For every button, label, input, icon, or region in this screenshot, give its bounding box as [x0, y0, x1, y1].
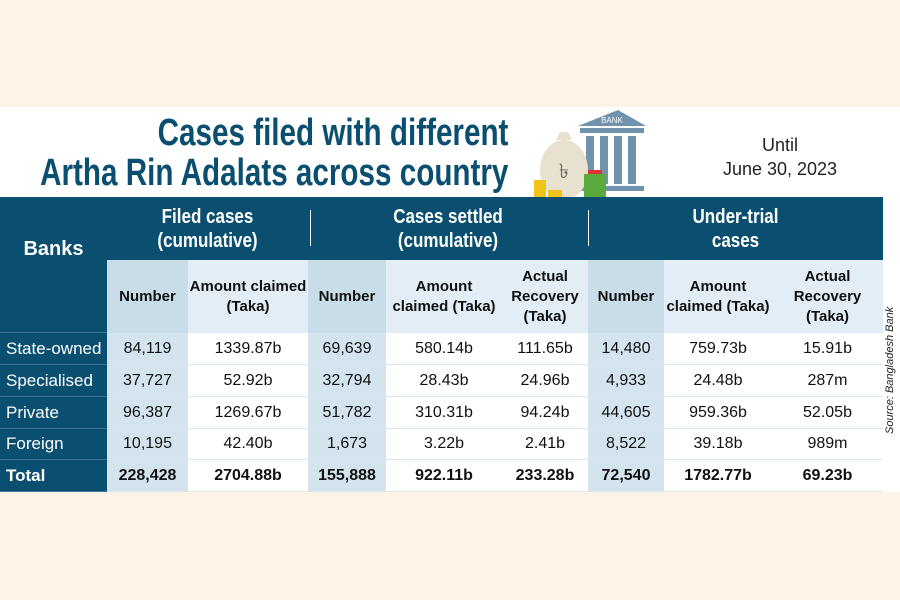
table-cell: 69,639 — [308, 333, 386, 365]
table-cell: 155,888 — [308, 460, 386, 492]
table-cell: 233.28b — [502, 460, 588, 492]
table-cell: 15.91b — [772, 333, 883, 365]
column-header: Number — [308, 260, 386, 333]
row-bank-label: State-owned — [0, 333, 107, 365]
group-cases-settled: Cases settled (cumulative) — [393, 206, 503, 252]
row-bank-label: Private — [0, 397, 107, 429]
table-cell: 287m — [772, 365, 883, 397]
column-header: Actual Recovery (Taka) — [502, 260, 588, 333]
source-note: Source: Bangladesh Bank — [884, 306, 896, 434]
table-cell: 72,540 — [588, 460, 664, 492]
table-cell: 1339.87b — [188, 333, 308, 365]
banks-header: Banks — [0, 197, 107, 333]
table-cell: 14,480 — [588, 333, 664, 365]
table-cell: 39.18b — [664, 429, 772, 460]
column-header: Amount claimed (Taka) — [188, 260, 308, 333]
table-cell: 28.43b — [386, 365, 502, 397]
column-header: Amount claimed (Taka) — [386, 260, 502, 333]
row-bank-label: Total — [0, 460, 107, 492]
table-cell: 1782.77b — [664, 460, 772, 492]
until-label: Until — [761, 135, 798, 155]
header-divider — [310, 210, 311, 246]
table-cell: 37,727 — [107, 365, 188, 397]
table-cell: 580.14b — [386, 333, 502, 365]
table-cell: 84,119 — [107, 333, 188, 365]
table-cell: 759.73b — [664, 333, 772, 365]
table-cell: 228,428 — [107, 460, 188, 492]
table-cell: 96,387 — [107, 397, 188, 429]
table-cell: 959.36b — [664, 397, 772, 429]
table-cell: 1,673 — [308, 429, 386, 460]
table-cell: 44,605 — [588, 397, 664, 429]
svg-text:৳: ৳ — [559, 161, 569, 183]
row-bank-label: Specialised — [0, 365, 107, 397]
table-cell: 24.48b — [664, 365, 772, 397]
table-cell: 2.41b — [502, 429, 588, 460]
column-header: Number — [107, 260, 188, 333]
column-header: Actual Recovery (Taka) — [772, 260, 883, 333]
table-header — [0, 197, 883, 260]
row-bank-label: Foreign — [0, 429, 107, 460]
header-divider — [588, 210, 589, 246]
column-header: Amount claimed (Taka) — [664, 260, 772, 333]
table-cell: 24.96b — [502, 365, 588, 397]
group-under-trial: Under-trial cases — [692, 206, 779, 252]
table-cell: 51,782 — [308, 397, 386, 429]
bank-money-illustration-icon: BANK ৳ — [534, 110, 646, 204]
date-note: Until June 30, 2023 — [700, 133, 860, 181]
svg-text:BANK: BANK — [601, 116, 623, 125]
title-line-2: Artha Rin Adalats across country — [39, 152, 508, 194]
table-cell: 8,522 — [588, 429, 664, 460]
table-cell: 310.31b — [386, 397, 502, 429]
column-header: Number — [588, 260, 664, 333]
table-cell: 32,794 — [308, 365, 386, 397]
table-cell: 989m — [772, 429, 883, 460]
table-cell: 94.24b — [502, 397, 588, 429]
table-cell: 42.40b — [188, 429, 308, 460]
table-cell: 1269.67b — [188, 397, 308, 429]
table-cell: 3.22b — [386, 429, 502, 460]
table-cell: 922.11b — [386, 460, 502, 492]
table-cell: 10,195 — [107, 429, 188, 460]
table-cell: 52.92b — [188, 365, 308, 397]
table-cell: 52.05b — [772, 397, 883, 429]
group-filed-cases: Filed cases (cumulative) — [157, 206, 258, 252]
title-line-1: Cases filed with different — [157, 112, 508, 154]
table-cell: 2704.88b — [188, 460, 308, 492]
page-title: Cases filed with different Artha Rin Ada… — [40, 113, 508, 193]
date-label: June 30, 2023 — [722, 159, 838, 179]
table-cell: 4,933 — [588, 365, 664, 397]
table-cell: 111.65b — [502, 333, 588, 365]
table-cell: 69.23b — [772, 460, 883, 492]
